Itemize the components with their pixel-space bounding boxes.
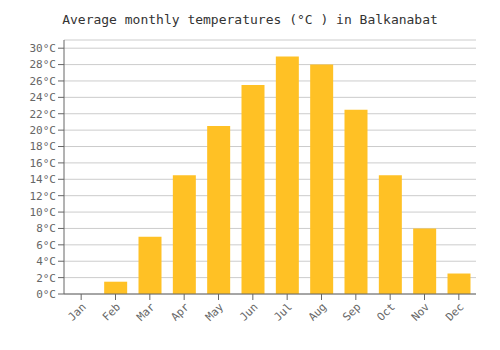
svg-text:28°C: 28°C (30, 58, 57, 71)
svg-text:Nov: Nov (409, 300, 433, 324)
svg-text:26°C: 26°C (30, 75, 57, 88)
svg-text:12°C: 12°C (30, 190, 57, 203)
svg-text:Aug: Aug (306, 300, 329, 323)
svg-text:4°C: 4°C (36, 255, 56, 268)
svg-text:Dec: Dec (443, 300, 466, 323)
svg-text:30°C: 30°C (30, 42, 57, 55)
svg-text:Jun: Jun (237, 300, 260, 323)
svg-text:14°C: 14°C (30, 173, 57, 186)
svg-text:22°C: 22°C (30, 108, 57, 121)
svg-text:8°C: 8°C (36, 222, 56, 235)
svg-text:2°C: 2°C (36, 272, 56, 285)
svg-text:Apr: Apr (169, 300, 193, 324)
svg-text:10°C: 10°C (30, 206, 57, 219)
svg-text:0°C: 0°C (36, 288, 56, 301)
svg-text:16°C: 16°C (30, 157, 57, 170)
svg-text:18°C: 18°C (30, 140, 57, 153)
html-text:Average monthly temperatures (: Average monthly temperatures (°C ) in Ba… (62, 12, 438, 27)
svg-text:Sep: Sep (340, 300, 363, 323)
svg-text:Mar: Mar (134, 300, 158, 324)
svg-text:20°C: 20°C (30, 124, 57, 137)
svg-text:Feb: Feb (100, 300, 123, 323)
svg-text:24°C: 24°C (30, 91, 57, 104)
svg-text:Jan: Jan (66, 300, 89, 323)
svg-text:Oct: Oct (375, 300, 398, 323)
svg-text:Jul: Jul (272, 300, 295, 323)
svg-text:May: May (203, 300, 227, 324)
svg-text:6°C: 6°C (36, 239, 56, 252)
